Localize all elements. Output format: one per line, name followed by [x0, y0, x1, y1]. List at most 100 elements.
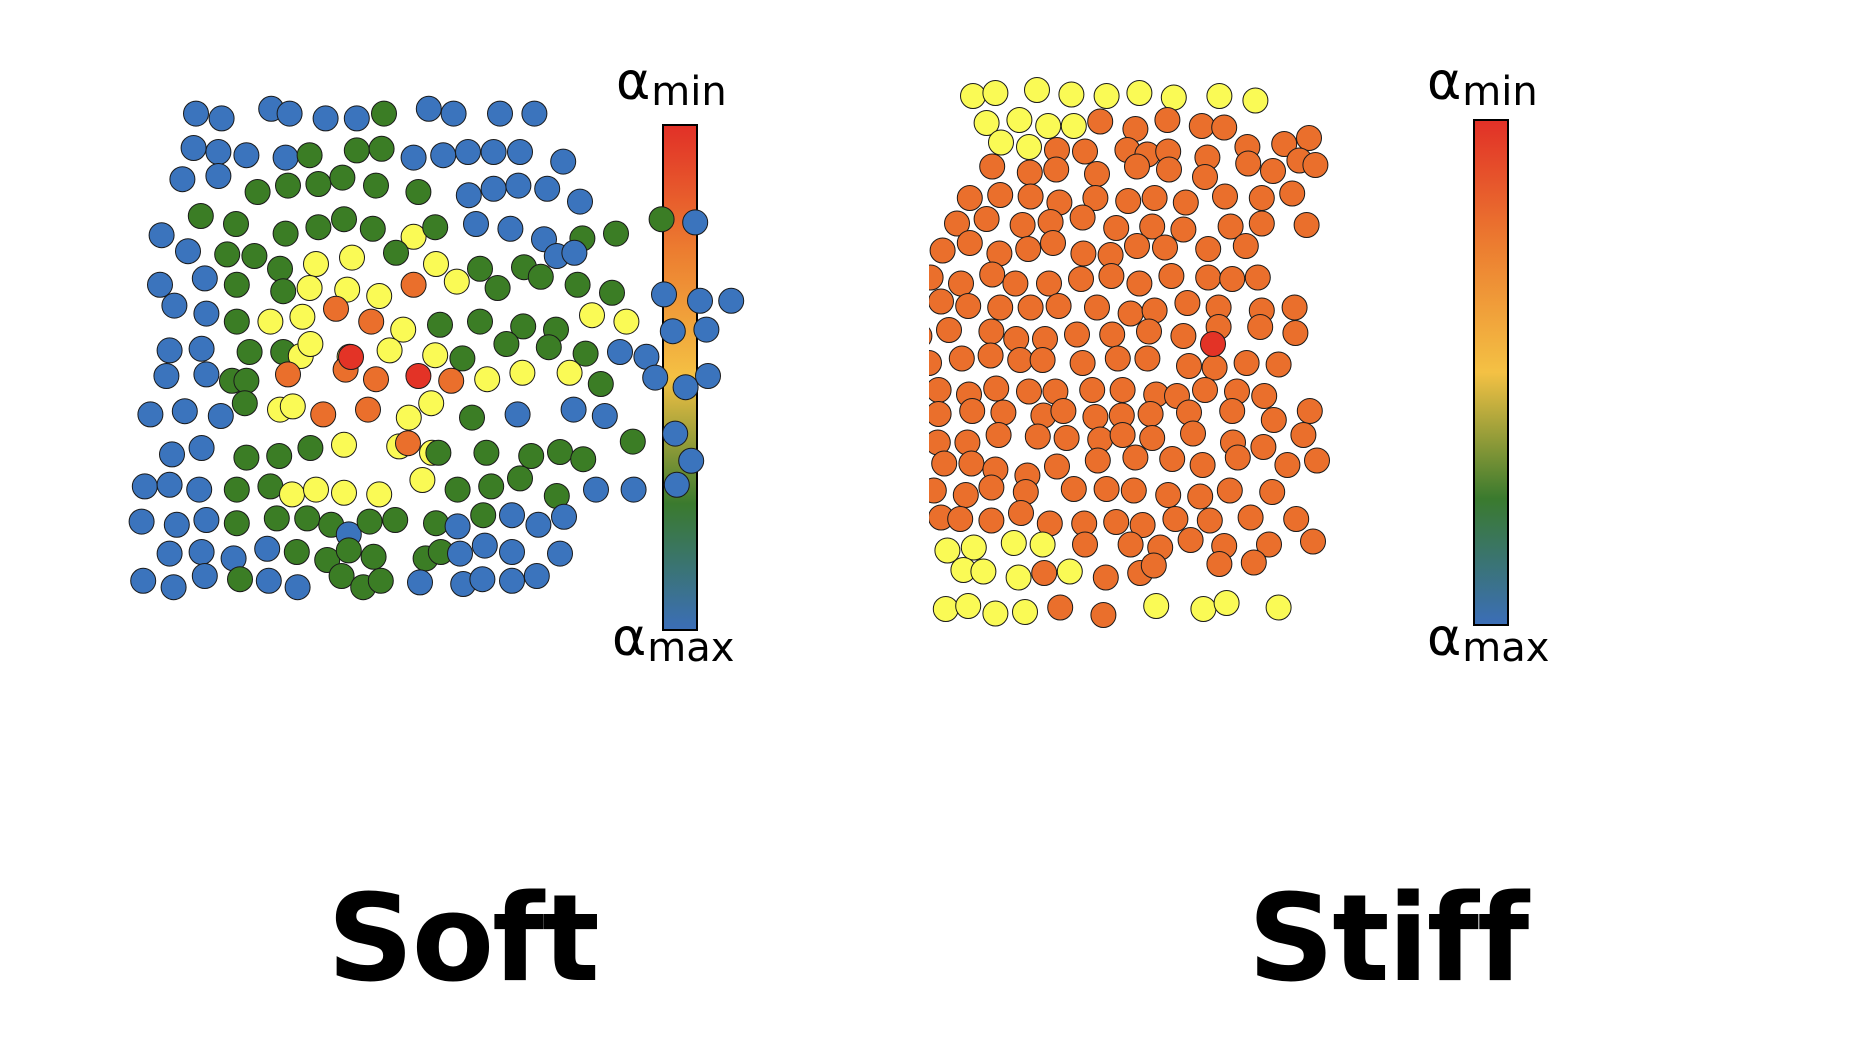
- stiff-particle: [1117, 300, 1144, 327]
- stiff-particle: [1104, 345, 1131, 372]
- stiff-particle: [956, 230, 983, 256]
- soft-particle: [527, 263, 554, 290]
- stiff-particle: [1260, 407, 1287, 433]
- soft-particle: [599, 279, 625, 306]
- stiff-particle: [955, 293, 982, 319]
- stiff-particle: [1195, 264, 1222, 291]
- stiff-particle: [1017, 294, 1044, 321]
- soft-particle: [556, 359, 583, 386]
- soft-particle: [534, 175, 561, 202]
- stiff-particle: [1103, 215, 1130, 241]
- soft-particle: [368, 135, 395, 162]
- soft-particle: [360, 543, 387, 570]
- soft-particle: [175, 238, 201, 265]
- stiff-particle: [1206, 83, 1233, 109]
- soft-particle: [440, 100, 467, 127]
- soft-particle: [427, 311, 453, 338]
- stiff-particle: [978, 507, 1005, 534]
- stiff-particle: [948, 345, 975, 372]
- stiff-particle: [1265, 594, 1292, 621]
- soft-particle: [497, 215, 524, 242]
- soft-particle: [572, 340, 599, 367]
- stiff-particle: [936, 317, 962, 343]
- stiff-particle: [1002, 270, 1029, 297]
- stiff-particle: [1043, 156, 1070, 183]
- stiff-particle: [1274, 452, 1301, 478]
- soft-particle: [443, 268, 470, 295]
- soft-particle: [523, 563, 550, 589]
- soft-particle: [449, 345, 476, 372]
- stiff-particle: [1016, 134, 1042, 160]
- soft-particle: [510, 313, 537, 340]
- soft-particle: [447, 540, 473, 567]
- stiff-particle: [1103, 509, 1130, 535]
- soft-particle: [297, 435, 324, 461]
- stiff-particle: [952, 482, 979, 508]
- stiff-particle: [1093, 476, 1120, 502]
- soft-particle: [425, 439, 452, 466]
- soft-particle: [267, 255, 293, 282]
- stiff-particle: [982, 600, 1009, 627]
- soft-particle: [550, 148, 577, 175]
- stiff-particle: [1158, 263, 1185, 289]
- soft-particle: [205, 163, 232, 189]
- soft-particle: [296, 275, 323, 301]
- stiff-colorbar-bottom-label: αmax: [1427, 608, 1550, 671]
- soft-particle: [376, 337, 403, 364]
- stiff-particle: [1122, 444, 1149, 471]
- stiff-particle: [1069, 204, 1096, 231]
- soft-particle: [663, 471, 690, 498]
- soft-particle: [567, 188, 593, 215]
- soft-particle: [339, 244, 365, 271]
- soft-particle: [343, 137, 370, 164]
- stiff-particle: [988, 129, 1014, 156]
- stiff-particle: [958, 450, 985, 477]
- stiff-title: Stiff: [1247, 870, 1529, 1009]
- soft-particle: [662, 420, 689, 447]
- soft-particle: [718, 287, 745, 314]
- soft-particle: [473, 439, 500, 466]
- stiff-particle: [1124, 233, 1150, 259]
- soft-particle: [223, 510, 250, 537]
- soft-particle: [193, 361, 220, 388]
- soft-particle: [214, 241, 241, 268]
- stiff-particle: [955, 593, 982, 619]
- stiff-particle: [1152, 234, 1178, 261]
- soft-particle: [233, 444, 260, 471]
- stiff-particle: [1235, 150, 1262, 177]
- soft-particle: [455, 139, 481, 165]
- soft-particle: [208, 105, 235, 132]
- stiff-particle: [1296, 125, 1322, 151]
- stiff-particle: [1070, 240, 1097, 267]
- stiff-particle: [1155, 482, 1182, 508]
- stiff-particle: [1242, 87, 1269, 114]
- soft-particle: [275, 172, 301, 199]
- stiff-particle: [1172, 189, 1199, 216]
- stiff-particle: [944, 210, 970, 237]
- stiff-particle: [1031, 560, 1058, 586]
- stiff-particle: [987, 294, 1014, 321]
- stiff-particle: [1219, 398, 1246, 424]
- soft-particle: [418, 390, 445, 417]
- stiff-particle: [1265, 351, 1292, 378]
- soft-particle: [607, 339, 633, 365]
- stiff-particle: [1159, 446, 1186, 472]
- stiff-particle: [1024, 423, 1051, 450]
- stiff-particle: [1216, 477, 1243, 504]
- soft-particle: [620, 476, 647, 503]
- stiff-particle: [1281, 294, 1308, 321]
- stiff-particle: [1141, 185, 1168, 211]
- soft-particle: [233, 142, 260, 169]
- soft-particle: [180, 135, 207, 161]
- stiff-particle: [1109, 422, 1136, 448]
- stiff-particle: [1082, 404, 1109, 430]
- stiff-particle: [1024, 77, 1050, 103]
- soft-particle: [223, 211, 249, 237]
- stiff-particle: [1029, 347, 1056, 373]
- stiff-particle: [983, 375, 1010, 402]
- soft-particle: [648, 206, 675, 233]
- stiff-particle: [1082, 185, 1109, 211]
- stiff-particle: [1237, 504, 1264, 531]
- soft-particle: [335, 537, 362, 564]
- soft-particle: [272, 220, 299, 247]
